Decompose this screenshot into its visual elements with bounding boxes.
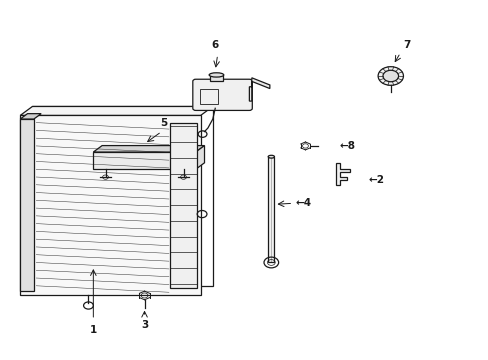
Text: 3: 3 (141, 320, 148, 330)
Polygon shape (93, 145, 204, 152)
Bar (93, 152, 195, 169)
Bar (32, 107, 212, 286)
Bar (267, 157, 274, 262)
Bar (210, 75, 222, 81)
Text: ←8: ←8 (339, 141, 355, 151)
Ellipse shape (209, 73, 224, 77)
Bar (199, 89, 218, 104)
Bar (20, 116, 200, 295)
Text: 6: 6 (211, 40, 219, 50)
Text: 7: 7 (403, 40, 410, 50)
Bar (170, 123, 197, 288)
Text: ←2: ←2 (368, 175, 384, 185)
Polygon shape (249, 78, 269, 101)
Bar (20, 119, 34, 291)
Polygon shape (20, 114, 41, 119)
Text: 1: 1 (89, 325, 97, 335)
Text: 5: 5 (160, 118, 167, 128)
Polygon shape (195, 145, 204, 169)
FancyBboxPatch shape (192, 79, 252, 111)
Circle shape (382, 70, 398, 82)
Polygon shape (20, 107, 212, 116)
Ellipse shape (267, 155, 274, 158)
Polygon shape (335, 163, 349, 185)
Text: ←4: ←4 (295, 198, 311, 208)
Circle shape (377, 67, 403, 85)
